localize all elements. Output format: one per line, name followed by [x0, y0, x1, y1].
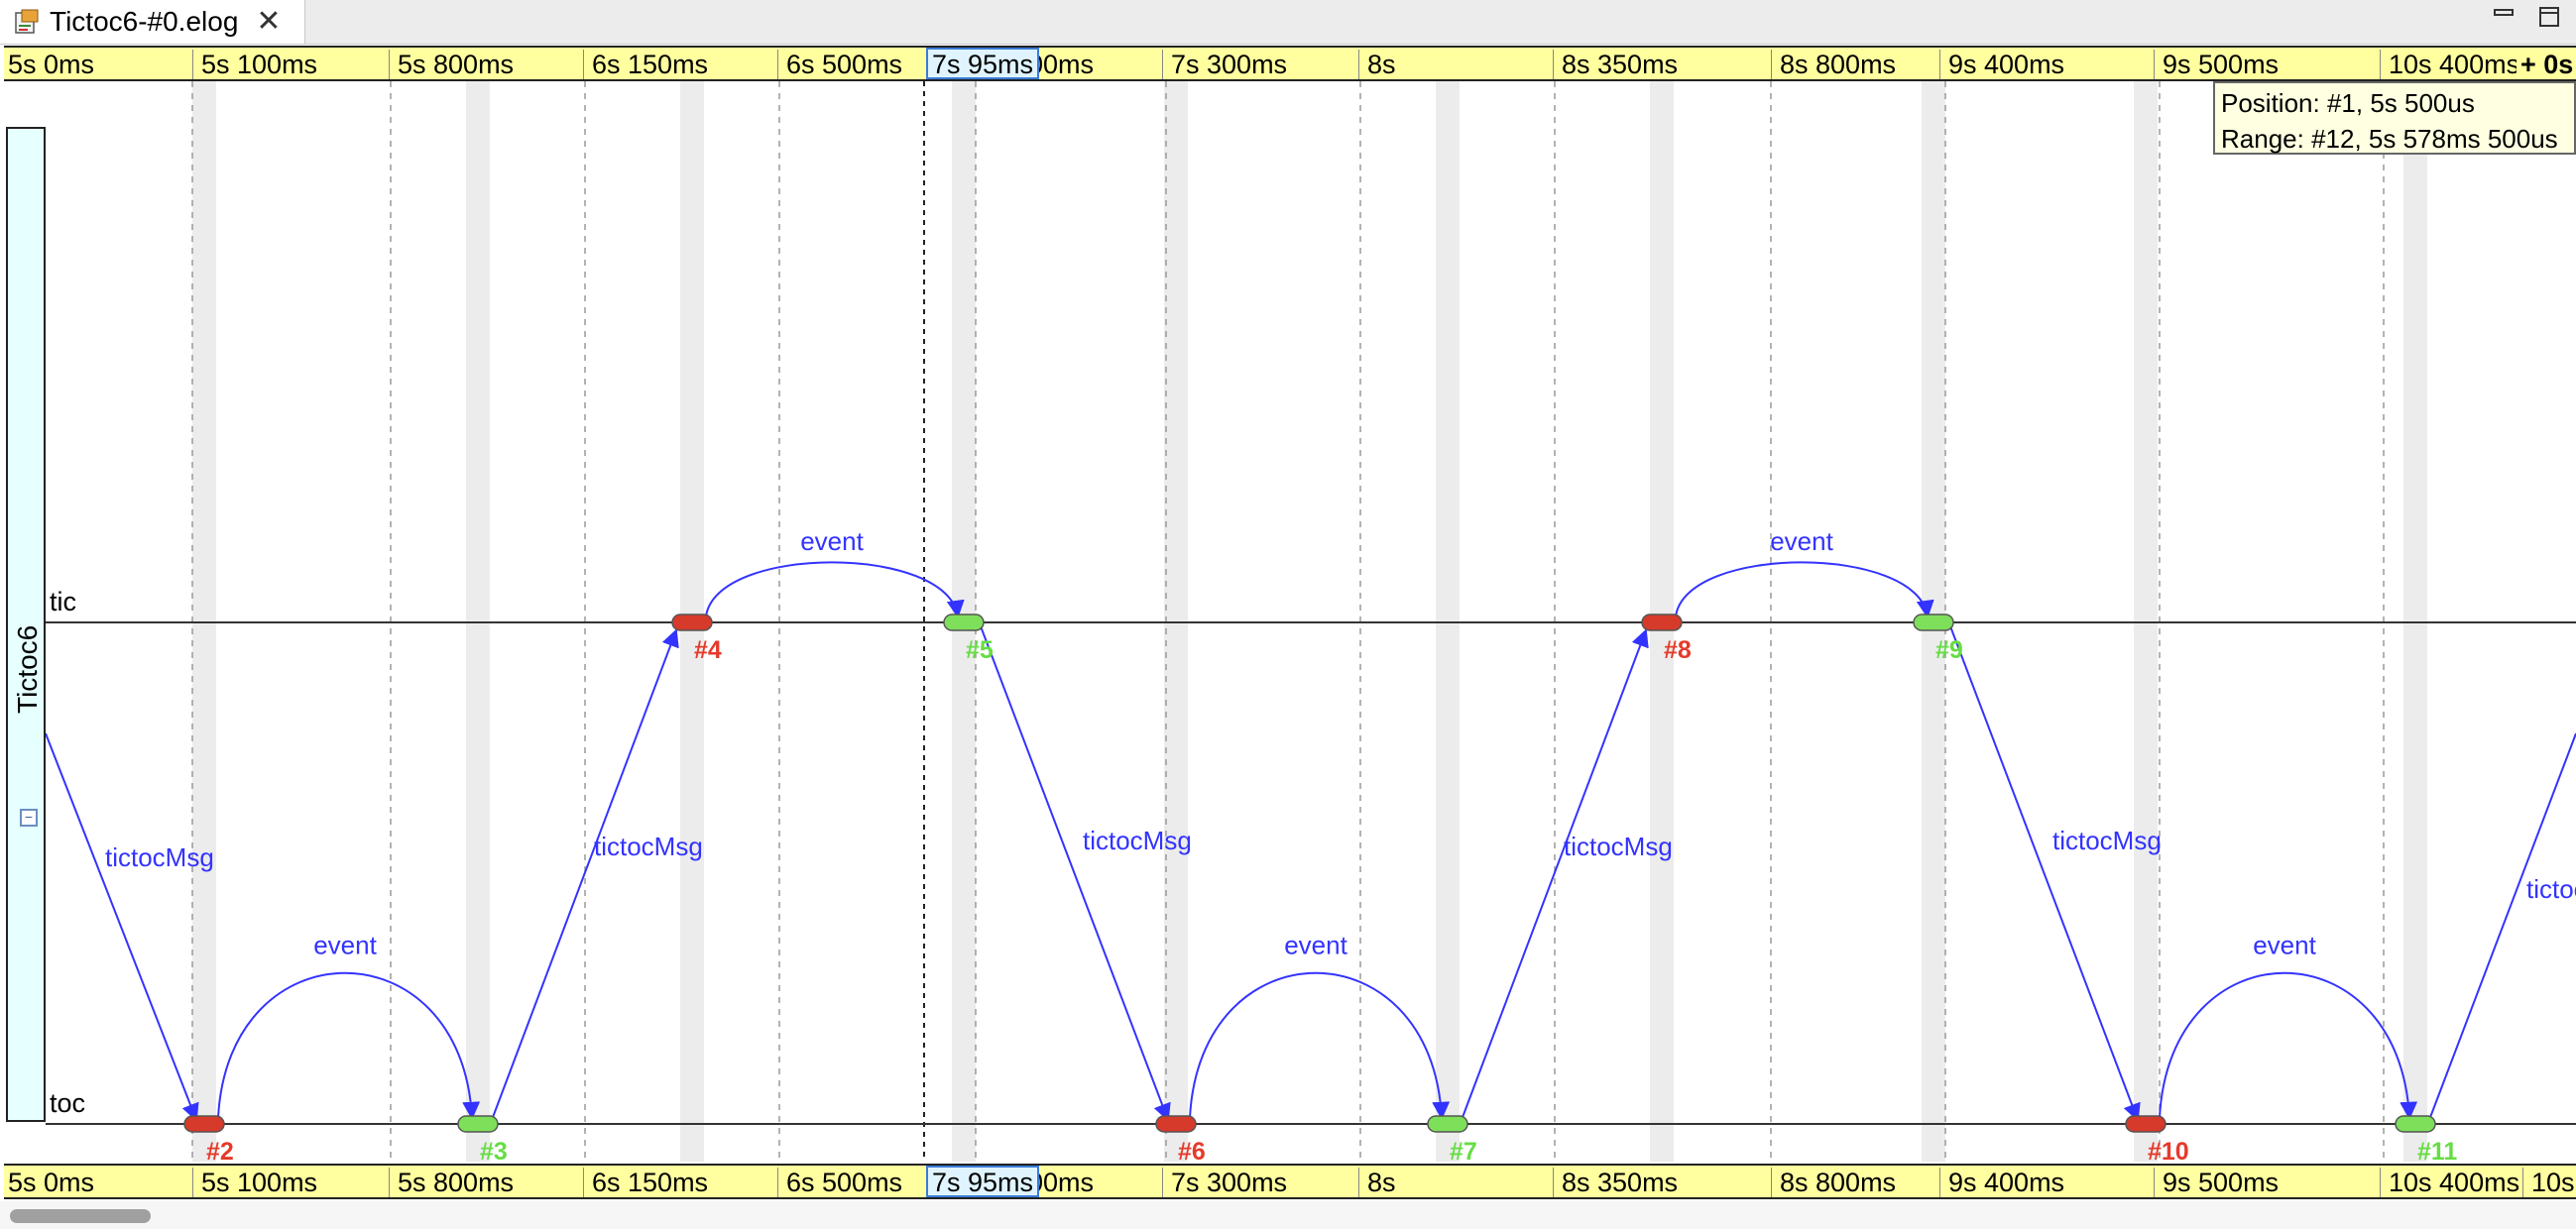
axis-label-toc: toc — [50, 1088, 86, 1118]
message-arrow — [1461, 628, 1649, 1121]
message-label: tictocMsg — [1083, 826, 1192, 855]
event-marker — [943, 614, 985, 631]
message-label: tictocMsg — [594, 832, 703, 861]
event-marker — [1913, 614, 1954, 631]
message-arrow — [217, 971, 481, 1120]
time-ruler-top[interactable]: 5s 0ms 5s 100ms 5s 800ms 6s 150ms 6s 500… — [4, 46, 2576, 81]
event-marker — [2395, 1115, 2436, 1133]
ruler-tick: 6s 150ms — [583, 1168, 708, 1197]
collapse-icon[interactable]: − — [20, 809, 38, 827]
info-tooltip: Position: #1, 5s 500us Range: #12, 5s 57… — [2213, 81, 2576, 155]
event-number-label: #4 — [694, 636, 722, 664]
ruler-tick: 5s 100ms — [192, 1168, 317, 1197]
message-arrow — [705, 561, 965, 618]
ruler-tick: 8s 350ms — [1553, 1168, 1678, 1197]
ruler-tick: 8s — [1358, 50, 1396, 79]
ruler-tick: 9s 400ms — [1939, 1168, 2064, 1197]
ruler-offset-label: + 0s — [2517, 50, 2576, 79]
range-info: Range: #12, 5s 578ms 500us — [2221, 124, 2558, 154]
message-label: tictocMsg — [1564, 832, 1673, 861]
ruler-tick: 10s — [2522, 1168, 2575, 1197]
message-label: tictocMsg — [2526, 874, 2576, 904]
message-arrow — [491, 628, 679, 1121]
ruler-tick: 10s 400ms — [2380, 1168, 2519, 1197]
message-label: event — [2253, 931, 2316, 960]
ruler-tick: 5s 0ms — [8, 50, 95, 79]
message-arrow — [45, 732, 199, 1122]
axis-label-tic: tic — [50, 587, 76, 616]
event-number-label: #7 — [1450, 1138, 1477, 1166]
minimize-icon[interactable] — [2493, 6, 2515, 28]
event-marker — [1641, 614, 1683, 631]
message-label: event — [1284, 931, 1347, 960]
module-name: Tictoc6 — [12, 624, 43, 714]
message-label: tictocMsg — [2052, 826, 2162, 855]
time-ruler-bottom[interactable]: 5s 0ms 5s 100ms 5s 800ms 6s 150ms 6s 500… — [4, 1164, 2576, 1199]
event-marker — [2125, 1115, 2166, 1133]
event-number-label: #8 — [1664, 636, 1692, 664]
ruler-tick: 8s 800ms — [1771, 50, 1896, 79]
message-label: tictocMsg — [105, 842, 214, 872]
ruler-tick: 10s 400ms — [2380, 50, 2519, 79]
ruler-tick: 5s 100ms — [192, 50, 317, 79]
cursor-time-label: 7s 95ms — [926, 48, 1040, 79]
ruler-tick: 5s 800ms — [389, 50, 514, 79]
module-header-panel[interactable]: − Tictoc6 — [6, 127, 46, 1122]
elog-file-icon — [14, 9, 40, 35]
message-arrow — [1675, 561, 1934, 618]
event-number-label: #5 — [966, 636, 994, 664]
maximize-icon[interactable] — [2538, 6, 2560, 28]
message-arrow — [2159, 971, 2418, 1120]
event-number-label: #11 — [2417, 1138, 2457, 1166]
message-label: event — [800, 526, 864, 556]
tab-title: Tictoc6-#0.elog — [50, 6, 239, 37]
event-number-label: #9 — [1935, 636, 1963, 664]
ruler-tick: 5s 800ms — [389, 1168, 514, 1197]
ruler-tick: 8s 350ms — [1553, 50, 1678, 79]
message-label: event — [1770, 526, 1833, 556]
ruler-tick: 9s 400ms — [1939, 50, 2064, 79]
cursor-time-label: 7s 95ms — [926, 1166, 1040, 1197]
event-marker — [1427, 1115, 1468, 1133]
event-number-label: #2 — [206, 1138, 234, 1166]
ruler-tick: 6s 150ms — [583, 50, 708, 79]
event-number-label: #6 — [1178, 1138, 1206, 1166]
message-arrow — [977, 617, 1171, 1122]
ruler-tick: 9s 500ms — [2154, 1168, 2279, 1197]
ruler-tick: 5s 0ms — [8, 1168, 95, 1197]
horizontal-scrollbar[interactable] — [0, 1201, 2576, 1229]
message-arrow — [2428, 732, 2576, 1121]
editor-tab[interactable]: Tictoc6-#0.elog ✕ — [0, 0, 305, 44]
ruler-tick: 7s 300ms — [1162, 50, 1287, 79]
ruler-tick: 9s 500ms — [2154, 50, 2279, 79]
event-number-label: #10 — [2148, 1138, 2189, 1166]
message-label: event — [313, 931, 377, 960]
event-marker — [1155, 1115, 1197, 1133]
message-arrow — [1189, 971, 1451, 1120]
ruler-tick: 8s — [1358, 1168, 1396, 1197]
close-tab-icon[interactable]: ✕ — [256, 5, 282, 38]
event-number-label: #3 — [480, 1138, 508, 1166]
message-arrow — [1946, 617, 2141, 1122]
event-marker — [457, 1115, 499, 1133]
position-info: Position: #1, 5s 500us — [2221, 88, 2475, 118]
scrollbar-thumb[interactable] — [10, 1209, 151, 1223]
ruler-tick: 7s 300ms — [1162, 1168, 1287, 1197]
event-marker — [183, 1115, 225, 1133]
editor-tab-bar: Tictoc6-#0.elog ✕ — [0, 0, 2576, 45]
event-marker — [671, 614, 713, 631]
ruler-tick: 6s 500ms — [777, 1168, 902, 1197]
ruler-tick: 8s 800ms — [1771, 1168, 1896, 1197]
ruler-tick: 6s 500ms — [777, 50, 902, 79]
